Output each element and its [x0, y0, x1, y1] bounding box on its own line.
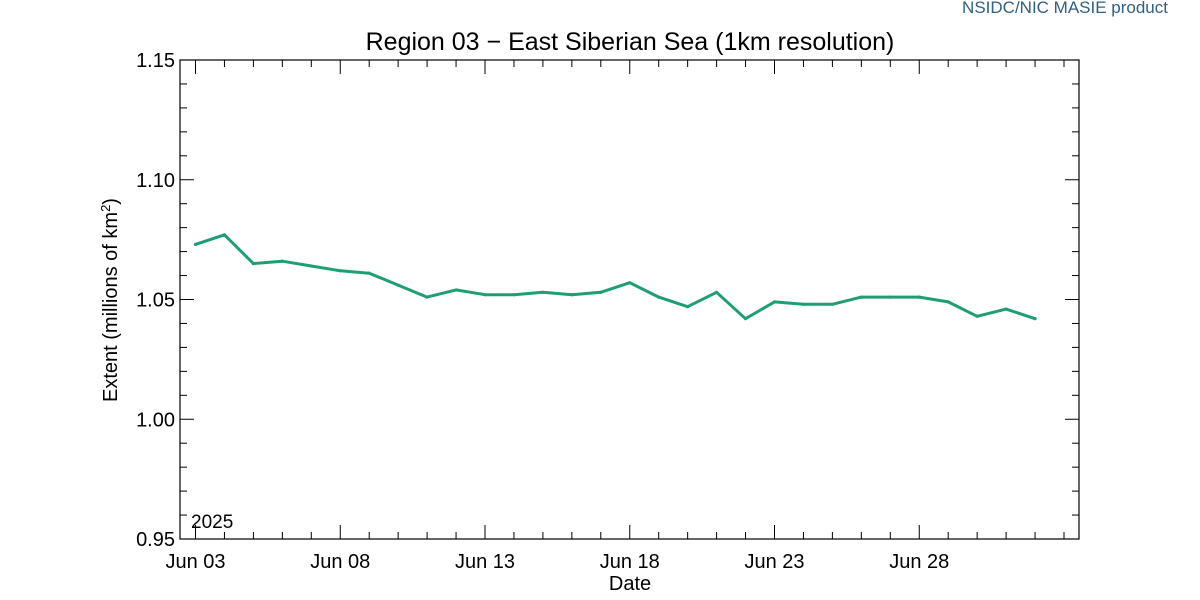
x-tick-label: Jun 18 [600, 551, 660, 573]
y-axis: 0.95 1.00 1.05 1.10 1.15 [136, 50, 1079, 551]
plot-frame [179, 59, 1080, 540]
data-point [454, 288, 458, 292]
data-point [251, 261, 255, 266]
data-point [367, 271, 371, 275]
data-point [743, 317, 748, 321]
data-point [396, 283, 400, 287]
year-label: 2025 [191, 512, 233, 533]
data-point [570, 293, 574, 297]
data-point [425, 295, 429, 299]
data-point [801, 302, 806, 306]
x-tick-label: Jun 13 [455, 551, 515, 573]
data-point [917, 295, 921, 299]
data-point [772, 300, 777, 304]
credit-text: NSIDC/NIC MASIE product [962, 0, 1168, 17]
data-point [309, 264, 313, 268]
data-point [512, 293, 516, 297]
data-point [657, 295, 661, 299]
data-point [830, 302, 835, 306]
x-tick-label: Jun 08 [310, 551, 370, 573]
y-tick-label: 1.05 [136, 290, 175, 312]
data-point [280, 259, 284, 263]
data-point [686, 305, 690, 309]
y-tick-label: 1.00 [136, 409, 175, 431]
data-point [1033, 317, 1037, 321]
y-tick-label: 1.15 [136, 50, 175, 72]
data-point [599, 290, 603, 294]
data-point [628, 281, 632, 285]
data-point [1004, 307, 1008, 311]
x-axis-label: Date [609, 573, 651, 595]
data-point [888, 295, 892, 299]
x-tick-label: Jun 23 [744, 551, 804, 573]
y-axis-label-sup: 2 [98, 205, 113, 212]
chart-title: Region 03 − East Siberian Sea (1km resol… [366, 28, 895, 56]
data-point [483, 293, 487, 297]
data-point [193, 242, 198, 247]
data-point [946, 300, 950, 304]
data-point [338, 269, 342, 273]
y-tick-label: 0.95 [136, 529, 175, 551]
data-point [859, 295, 863, 299]
x-axis: Jun 03 Jun 08 Jun 13 Jun 18 Jun 23 Jun 28 [165, 60, 1065, 573]
data-point [975, 314, 979, 318]
data-point [222, 233, 227, 237]
data-point [715, 290, 719, 294]
x-tick-label: Jun 28 [889, 551, 949, 573]
y-axis-label-tail: ) [100, 198, 122, 205]
y-axis-label: Extent (millions of km2) [98, 198, 123, 402]
x-tick-label: Jun 03 [165, 551, 225, 573]
series-line [194, 233, 1037, 321]
y-tick-label: 1.10 [136, 170, 175, 192]
data-point [541, 290, 545, 294]
series-layer [193, 233, 1037, 321]
y-axis-label-main: Extent (millions of km [100, 212, 122, 402]
